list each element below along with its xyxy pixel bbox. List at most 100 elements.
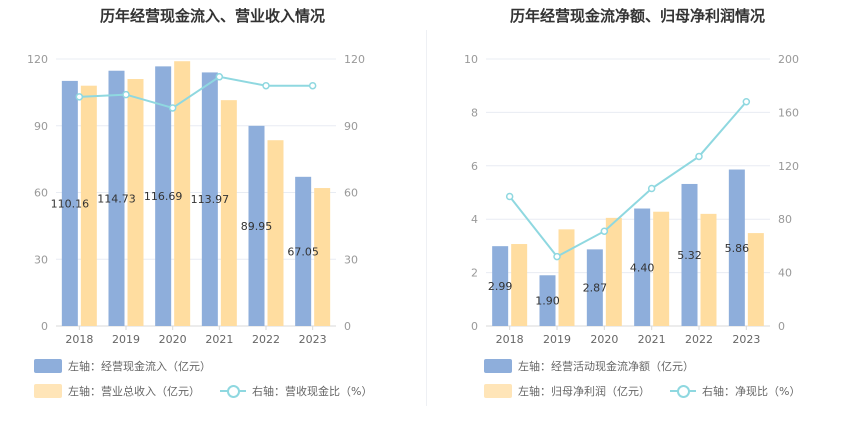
bar-data-label: 2.87: [583, 282, 608, 295]
bar-secondary: [220, 100, 237, 326]
bar-data-label: 4.40: [630, 261, 655, 274]
right-chart-title: 历年经营现金流净额、归母净利润情况: [509, 7, 765, 25]
right-axis-tick-label: 40: [778, 267, 792, 280]
bar-secondary: [511, 244, 528, 326]
right-axis-tick-label: 80: [778, 213, 792, 226]
bar-primary: [539, 275, 556, 326]
left-axis-tick-label: 0: [471, 320, 478, 333]
right-axis-tick-label: 120: [344, 53, 365, 66]
bar-primary: [492, 246, 509, 326]
bar-primary: [108, 70, 125, 327]
bar-primary: [634, 208, 651, 326]
bar-data-label: 110.16: [51, 197, 90, 210]
left-axis-tick-label: 6: [471, 160, 478, 173]
left-axis-tick-label: 90: [34, 120, 48, 133]
left-axis-tick-label: 4: [471, 213, 478, 226]
right-axis-tick-label: 0: [344, 320, 351, 333]
legend-swatch-blue: [484, 359, 512, 373]
x-axis-tick-label: 2023: [299, 333, 327, 346]
bar-data-label: 2.99: [488, 280, 513, 293]
legend-swatch-yellow: [34, 384, 62, 398]
x-axis-tick-label: 2020: [159, 333, 187, 346]
ratio-point: [553, 252, 561, 261]
bar-data-label: 116.69: [144, 190, 183, 203]
right-axis-tick-label: 0: [778, 320, 785, 333]
ratio-point: [122, 90, 130, 99]
x-axis-tick-label: 2023: [732, 333, 760, 346]
bar-data-label: 1.90: [535, 295, 560, 308]
bar-primary: [586, 249, 603, 326]
legend-left-cash-inflow[interactable]: 左轴：经营现金流入（亿元）: [34, 358, 211, 374]
ratio-point: [215, 73, 224, 81]
left-axis-tick-label: 8: [471, 106, 478, 119]
bar-primary: [155, 66, 172, 327]
bar-data-label: 5.86: [725, 242, 750, 255]
bar-secondary: [267, 140, 284, 326]
x-axis-tick-label: 2018: [496, 333, 524, 346]
right-axis-tick-label: 160: [778, 106, 799, 119]
x-axis-tick-label: 2022: [252, 333, 280, 346]
bar-secondary: [700, 213, 717, 326]
bar-data-label: 89.95: [241, 220, 273, 233]
right-axis-tick-label: 30: [344, 253, 358, 266]
bar-secondary: [127, 79, 144, 327]
right-axis-tick-label: 120: [778, 160, 799, 173]
bar-secondary: [653, 211, 670, 326]
ratio-point: [647, 184, 656, 193]
bar-primary: [61, 80, 78, 326]
legend-left-revenue[interactable]: 左轴：营业总收入（亿元）: [34, 383, 200, 399]
right-axis-tick-label: 90: [344, 120, 358, 133]
x-axis-tick-label: 2021: [205, 333, 233, 346]
x-axis-tick-label: 2018: [65, 333, 93, 346]
bar-secondary: [558, 229, 575, 326]
legend-right-net-cashflow[interactable]: 左轴：经营活动现金流净额（亿元）: [484, 358, 694, 374]
bar-secondary: [314, 188, 331, 326]
ratio-point: [600, 227, 609, 235]
x-axis-tick-label: 2019: [112, 333, 140, 346]
bar-secondary: [174, 61, 191, 326]
ratio-point: [308, 81, 317, 90]
bar-data-label: 67.05: [287, 245, 319, 258]
ratio-point: [262, 81, 270, 90]
bar-data-label: 114.73: [97, 192, 136, 205]
bar-primary: [248, 125, 265, 326]
left-chart-title: 历年经营现金流入、营业收入情况: [99, 7, 325, 25]
ratio-line: [508, 101, 748, 258]
legend-line-marker-icon: [220, 384, 246, 398]
legend-swatch-blue: [34, 359, 62, 373]
x-axis-tick-label: 2020: [590, 333, 618, 346]
bar-primary: [201, 72, 218, 326]
bar-data-label: 5.32: [677, 249, 702, 262]
left-axis-tick-label: 0: [41, 320, 48, 333]
bar-primary: [681, 183, 698, 326]
bar-primary: [295, 176, 312, 326]
bar-primary: [728, 169, 745, 326]
legend-label: 右轴：净现比（%）: [702, 385, 801, 398]
bar-secondary: [80, 85, 97, 326]
left-axis-tick-label: 120: [27, 53, 48, 66]
legend-label: 左轴：归母净利润（亿元）: [518, 385, 650, 398]
ratio-point: [168, 104, 177, 112]
right-axis-tick-label: 200: [778, 53, 799, 66]
x-axis-tick-label: 2022: [685, 333, 713, 346]
bar-data-label: 113.97: [191, 193, 230, 206]
left-axis-tick-label: 2: [471, 267, 478, 280]
legend-label: 左轴：营业总收入（亿元）: [68, 385, 200, 398]
left-axis-tick-label: 60: [34, 187, 48, 200]
legend-right-ratio[interactable]: 右轴：净现比（%）: [670, 383, 800, 399]
x-axis-tick-label: 2021: [638, 333, 666, 346]
legend-line-marker-icon: [670, 384, 696, 398]
legend-right-net-profit[interactable]: 左轴：归母净利润（亿元）: [484, 383, 650, 399]
legend-label: 左轴：经营现金流入（亿元）: [68, 360, 211, 373]
legend-label: 右轴：营收现金比（%）: [252, 385, 373, 398]
ratio-point: [505, 192, 514, 201]
ratio-point: [695, 152, 703, 161]
right-axis-tick-label: 60: [344, 187, 358, 200]
legend-left-ratio[interactable]: 右轴：营收现金比（%）: [220, 383, 372, 399]
left-axis-tick-label: 30: [34, 253, 48, 266]
ratio-point: [75, 93, 84, 101]
ratio-point: [742, 97, 751, 106]
ratio-line: [79, 75, 313, 110]
panel-divider: [426, 30, 427, 406]
